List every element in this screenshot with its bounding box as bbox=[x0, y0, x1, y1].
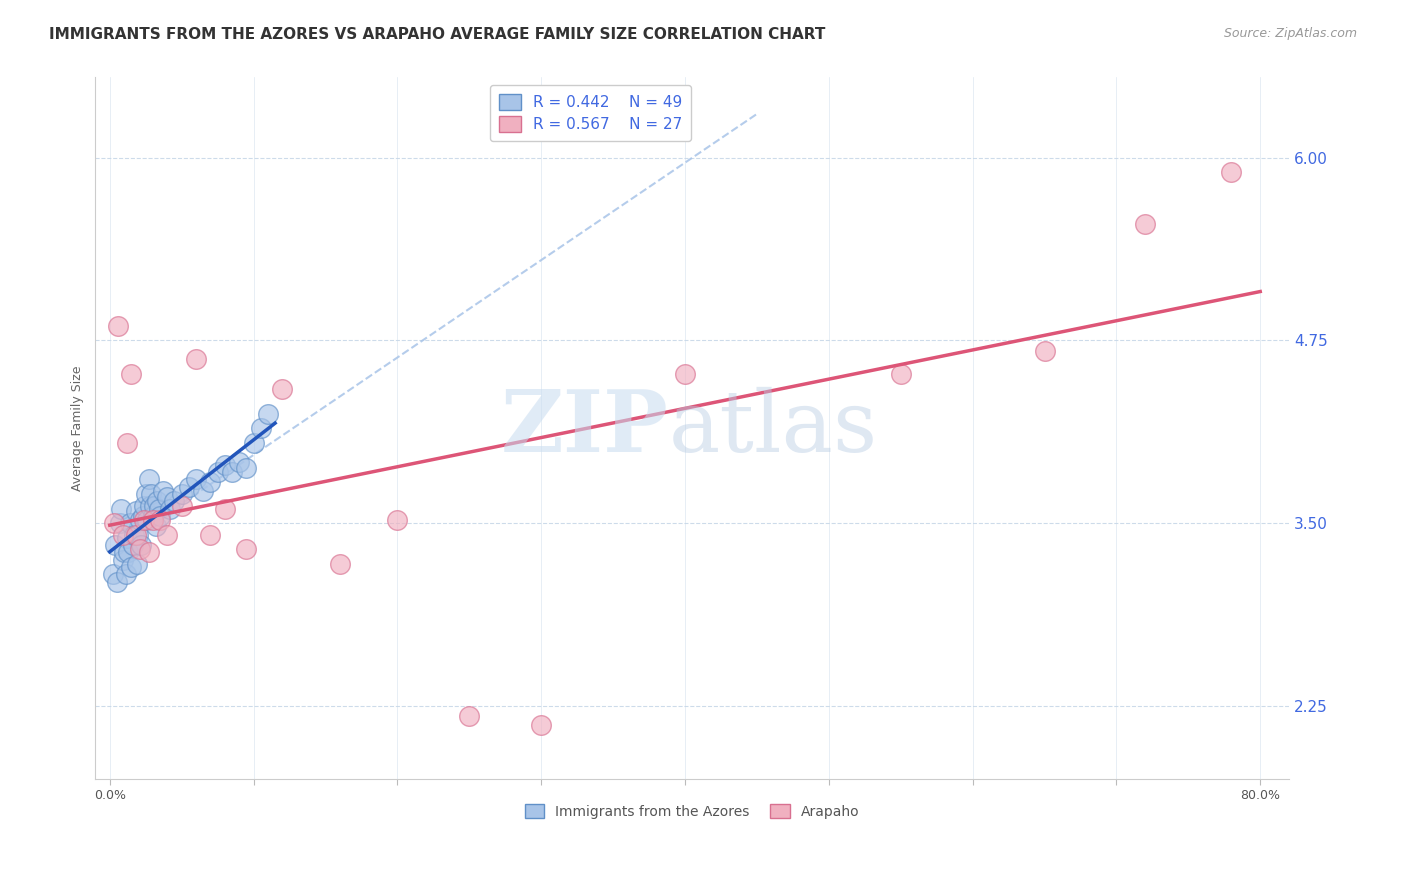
Point bbox=[143, 499, 166, 513]
Point bbox=[221, 465, 243, 479]
Point bbox=[134, 499, 156, 513]
Point bbox=[249, 421, 271, 435]
Y-axis label: Average Family Size: Average Family Size bbox=[72, 366, 84, 491]
Point bbox=[163, 494, 186, 508]
Point bbox=[124, 528, 146, 542]
Point bbox=[111, 552, 134, 566]
Point bbox=[458, 709, 481, 723]
Point bbox=[138, 545, 160, 559]
Point bbox=[329, 557, 352, 571]
Point bbox=[105, 574, 128, 589]
Point bbox=[118, 516, 141, 531]
Point bbox=[184, 472, 207, 486]
Point bbox=[146, 494, 169, 508]
Point bbox=[132, 508, 155, 523]
Point bbox=[177, 480, 200, 494]
Point bbox=[170, 487, 193, 501]
Point bbox=[114, 567, 136, 582]
Point bbox=[117, 545, 139, 559]
Point bbox=[1133, 217, 1156, 231]
Point bbox=[235, 542, 257, 557]
Point bbox=[115, 531, 138, 545]
Point bbox=[148, 501, 170, 516]
Point bbox=[111, 528, 134, 542]
Legend: Immigrants from the Azores, Arapaho: Immigrants from the Azores, Arapaho bbox=[519, 798, 865, 824]
Point bbox=[134, 513, 156, 527]
Point bbox=[184, 352, 207, 367]
Text: ZIP: ZIP bbox=[501, 386, 668, 470]
Point bbox=[200, 528, 222, 542]
Point bbox=[129, 542, 152, 557]
Point bbox=[136, 513, 159, 527]
Point bbox=[170, 499, 193, 513]
Point bbox=[138, 472, 160, 486]
Point bbox=[200, 475, 222, 490]
Point bbox=[120, 560, 142, 574]
Point bbox=[214, 458, 236, 472]
Point bbox=[135, 487, 157, 501]
Point bbox=[1033, 343, 1056, 358]
Point bbox=[120, 367, 142, 381]
Point bbox=[271, 382, 294, 396]
Point bbox=[387, 513, 409, 527]
Point bbox=[108, 516, 131, 531]
Point bbox=[121, 538, 143, 552]
Point bbox=[530, 718, 553, 732]
Point bbox=[139, 499, 162, 513]
Point bbox=[129, 513, 152, 527]
Point bbox=[142, 508, 165, 523]
Point bbox=[128, 528, 150, 542]
Point bbox=[242, 435, 264, 450]
Point bbox=[124, 504, 146, 518]
Point bbox=[141, 487, 163, 501]
Text: IMMIGRANTS FROM THE AZORES VS ARAPAHO AVERAGE FAMILY SIZE CORRELATION CHART: IMMIGRANTS FROM THE AZORES VS ARAPAHO AV… bbox=[49, 27, 825, 42]
Point bbox=[156, 490, 179, 504]
Point bbox=[103, 516, 125, 531]
Text: atlas: atlas bbox=[668, 386, 877, 470]
Point bbox=[104, 538, 127, 552]
Point bbox=[122, 528, 145, 542]
Point bbox=[673, 367, 696, 381]
Point bbox=[107, 318, 129, 333]
Point bbox=[110, 501, 132, 516]
Point bbox=[1220, 165, 1243, 179]
Point bbox=[156, 528, 179, 542]
Point bbox=[145, 519, 167, 533]
Point bbox=[159, 501, 181, 516]
Text: Source: ZipAtlas.com: Source: ZipAtlas.com bbox=[1223, 27, 1357, 40]
Point bbox=[115, 435, 138, 450]
Point bbox=[149, 513, 172, 527]
Point bbox=[207, 465, 229, 479]
Point bbox=[257, 407, 280, 421]
Point bbox=[214, 501, 236, 516]
Point bbox=[112, 545, 135, 559]
Point bbox=[131, 538, 153, 552]
Point bbox=[193, 483, 215, 498]
Point bbox=[235, 460, 257, 475]
Point bbox=[101, 567, 124, 582]
Point bbox=[125, 557, 148, 571]
Point bbox=[228, 455, 250, 469]
Point bbox=[152, 483, 174, 498]
Point bbox=[142, 513, 165, 527]
Point bbox=[890, 367, 912, 381]
Point bbox=[149, 508, 172, 523]
